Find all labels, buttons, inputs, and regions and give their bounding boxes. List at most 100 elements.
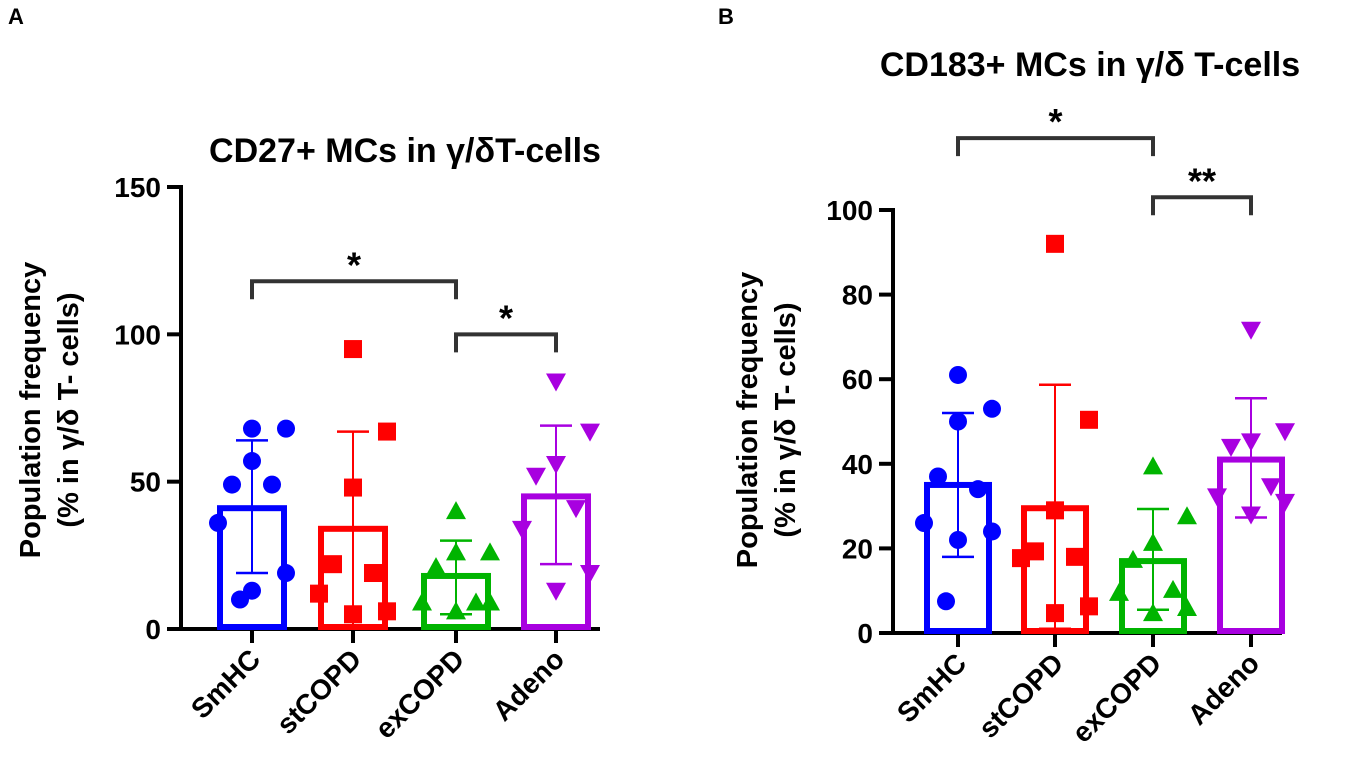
data-point (466, 592, 486, 611)
significance-bracket (454, 332, 558, 353)
panel-b-label: B (718, 4, 734, 29)
data-point (1123, 549, 1143, 568)
data-point (263, 475, 281, 494)
data-point (580, 565, 600, 584)
significance-bracket (250, 279, 458, 300)
data-point (1080, 410, 1098, 429)
panel-a-label: A (8, 4, 24, 29)
data-point (1012, 549, 1030, 568)
data-point (344, 340, 362, 359)
data-point (209, 513, 227, 532)
data-point (1046, 604, 1064, 623)
significance-label: * (1048, 101, 1062, 142)
data-point (580, 423, 600, 442)
data-point (1163, 579, 1183, 598)
panel-a-title: CD27+ MCs in γ/δT-cells (209, 132, 601, 170)
data-point (277, 419, 295, 438)
x-tick-label: SmHC (891, 647, 972, 728)
significance-label: * (347, 244, 361, 285)
data-point (1046, 501, 1064, 520)
data-point (344, 605, 362, 624)
data-point (1143, 603, 1163, 622)
data-point (1207, 488, 1227, 507)
panel-a-ylabel-line2: (% in γ/δ T- cells) (53, 292, 85, 527)
data-point (223, 475, 241, 494)
x-tick-label: stCOPD (271, 643, 368, 740)
data-point (1241, 321, 1261, 340)
x-tick-label: exCOPD (369, 643, 470, 744)
data-point (1221, 438, 1241, 457)
data-point (378, 602, 396, 621)
significance-bracket (956, 136, 1155, 157)
y-tick-label: 50 (130, 467, 161, 498)
data-point (231, 590, 249, 609)
panel-b-ylabel-line2: (% in γ/δ T- cells) (770, 302, 802, 537)
data-point (1143, 456, 1163, 475)
y-tick-label: 100 (826, 195, 873, 226)
x-tick-label: SmHC (185, 643, 266, 724)
y-tick-label: 100 (114, 319, 161, 350)
data-point (949, 365, 967, 384)
data-point (983, 522, 1001, 541)
data-point (1066, 547, 1084, 566)
significance-label: * (499, 297, 513, 338)
data-point (526, 467, 546, 486)
data-point (344, 478, 362, 497)
x-tick-label: Adeno (1182, 647, 1266, 731)
data-point (480, 542, 500, 561)
data-point (937, 592, 955, 611)
data-point (512, 520, 532, 539)
y-tick-label: 0 (145, 614, 161, 645)
data-point (446, 601, 466, 620)
data-point (426, 557, 446, 576)
y-tick-label: 150 (114, 172, 161, 203)
data-point (446, 501, 466, 520)
data-point (1026, 542, 1044, 561)
x-tick-label: stCOPD (973, 647, 1070, 744)
data-point (546, 373, 566, 392)
data-point (277, 564, 295, 583)
data-point (1241, 433, 1261, 452)
data-point (546, 455, 566, 474)
data-point (1261, 478, 1281, 497)
y-tick-label: 60 (842, 364, 873, 395)
panel-b-ylabel-line1: Population frequency (732, 272, 764, 568)
panel-a-ylabel-line1: Population frequency (15, 262, 47, 558)
data-point (983, 399, 1001, 418)
data-point (324, 555, 342, 574)
data-point (1109, 582, 1129, 601)
data-point (412, 592, 432, 611)
data-point (969, 480, 987, 499)
data-point (546, 582, 566, 601)
significance-bracket (1151, 195, 1253, 216)
data-point (1046, 234, 1064, 253)
data-point (915, 514, 933, 533)
significance-label: ** (1188, 160, 1216, 201)
data-point (480, 592, 500, 611)
data-point (949, 412, 967, 431)
data-point (1177, 506, 1197, 525)
data-point (566, 500, 586, 519)
data-point (1177, 598, 1197, 617)
data-point (243, 419, 261, 438)
data-point (243, 452, 261, 471)
x-tick-label: Adeno (487, 643, 571, 727)
data-point (1080, 597, 1098, 616)
data-point (949, 530, 967, 549)
y-tick-label: 0 (857, 618, 873, 649)
y-tick-label: 80 (842, 280, 873, 311)
data-point (446, 542, 466, 561)
x-tick-label: exCOPD (1066, 647, 1167, 748)
panel-a-plot: 0 50 100 150 SmHC stCOPD exCOPD Adeno * * (114, 172, 600, 744)
y-tick-label: 40 (842, 449, 873, 480)
data-point (1143, 532, 1163, 551)
panel-b-title: CD183+ MCs in γ/δ T-cells (880, 46, 1300, 84)
data-point (364, 564, 382, 583)
data-point (929, 467, 947, 486)
data-point (1275, 493, 1295, 512)
data-point (1241, 506, 1261, 525)
y-tick-label: 20 (842, 533, 873, 564)
data-point (310, 584, 328, 603)
